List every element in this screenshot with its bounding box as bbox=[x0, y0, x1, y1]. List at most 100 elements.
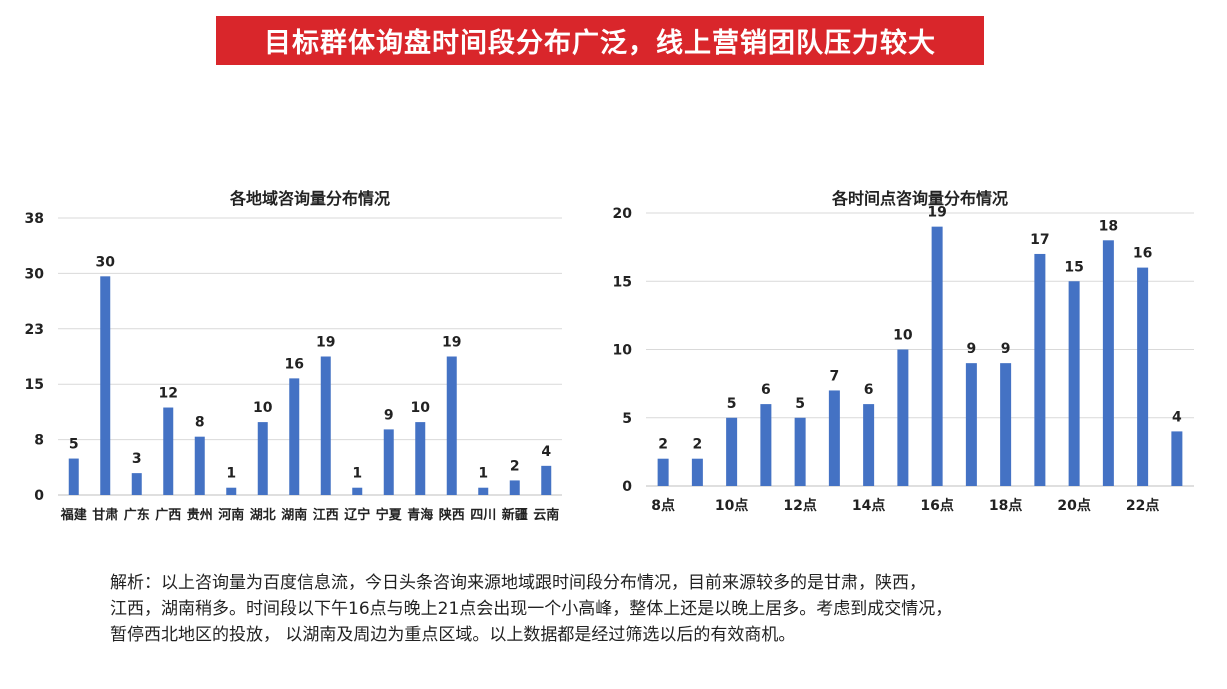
x-tick-label: 湖北 bbox=[250, 508, 276, 523]
x-tick-label: 甘肃 bbox=[92, 507, 118, 523]
x-tick-label: 广西 bbox=[155, 507, 181, 523]
x-tick-label: 14点 bbox=[852, 497, 885, 514]
data-label: 15 bbox=[1064, 259, 1083, 275]
x-tick-label: 湖南 bbox=[281, 507, 307, 523]
x-tick-label: 辽宁 bbox=[344, 507, 370, 523]
bar bbox=[352, 487, 363, 495]
data-label: 9 bbox=[384, 407, 394, 423]
bar bbox=[131, 473, 142, 495]
bar bbox=[226, 487, 237, 495]
analysis-line: 江西，湖南稍多。时间段以下午16点与晚上21点会出现一个小高峰，整体上还是以晚上… bbox=[110, 599, 953, 619]
data-label: 1 bbox=[226, 466, 236, 482]
x-tick-label: 广东 bbox=[124, 507, 150, 523]
analysis-line: 暂停西北地区的投放， 以湖南及周边为重点区域。以上数据都是经过筛选以后的有效商机… bbox=[110, 625, 796, 645]
bar bbox=[828, 390, 840, 486]
y-tick-label: 23 bbox=[25, 322, 44, 338]
x-tick-label: 福建 bbox=[60, 507, 87, 523]
x-tick-label: 青海 bbox=[407, 507, 433, 523]
bar bbox=[794, 417, 806, 486]
data-label: 4 bbox=[1172, 409, 1182, 425]
data-label: 30 bbox=[96, 254, 116, 270]
bar bbox=[1034, 253, 1046, 486]
data-label: 5 bbox=[795, 396, 805, 412]
data-label: 6 bbox=[761, 382, 771, 398]
x-tick-label: 河南 bbox=[218, 507, 244, 523]
x-tick-label: 18点 bbox=[989, 497, 1022, 514]
x-tick-label: 22点 bbox=[1126, 497, 1159, 514]
chart-title: 各地域咨询量分布情况 bbox=[229, 189, 390, 208]
bar bbox=[320, 356, 331, 495]
analysis-line: 解析：以上咨询量为百度信息流，今日头条咨询来源地域跟时间段分布情况，目前来源较多… bbox=[110, 573, 926, 593]
bar bbox=[446, 356, 457, 495]
y-tick-label: 8 bbox=[34, 433, 44, 449]
data-label: 2 bbox=[510, 458, 520, 474]
hour-chart: 各时间点咨询量分布情况 0 5 10 15 20 2 2 5 6 5 7 6 10 19 9 9 17 15 18 16… bbox=[600, 180, 1210, 530]
data-label: 8 bbox=[195, 415, 205, 431]
y-tick-label: 15 bbox=[613, 274, 632, 290]
y-tick-label: 20 bbox=[613, 206, 633, 222]
x-tick-label: 新疆 bbox=[502, 507, 528, 523]
x-tick-label: 10点 bbox=[715, 497, 748, 514]
x-tick-label: 宁夏 bbox=[376, 507, 403, 523]
bar bbox=[509, 480, 520, 495]
bar bbox=[897, 349, 909, 486]
bar bbox=[289, 378, 300, 495]
bar bbox=[415, 422, 426, 495]
x-tick-label: 贵州 bbox=[187, 507, 213, 523]
bar bbox=[163, 407, 174, 495]
y-tick-label: 38 bbox=[25, 211, 44, 227]
data-label: 5 bbox=[727, 396, 737, 412]
data-label: 16 bbox=[285, 356, 304, 372]
bar bbox=[863, 404, 875, 486]
y-tick-label: 30 bbox=[25, 266, 45, 282]
hour-chart-svg: 各时间点咨询量分布情况 0 5 10 15 20 2 2 5 6 5 7 6 10 19 9 9 17 15 18 16… bbox=[613, 189, 1194, 514]
data-label: 9 bbox=[967, 341, 977, 357]
bar bbox=[1000, 363, 1012, 486]
x-tick-label: 陕西 bbox=[439, 507, 465, 523]
chart-title: 各时间点咨询量分布情况 bbox=[831, 189, 1008, 208]
data-label: 17 bbox=[1030, 232, 1049, 248]
data-label: 1 bbox=[352, 466, 362, 482]
bar bbox=[478, 487, 489, 495]
bar bbox=[383, 429, 394, 495]
y-tick-label: 0 bbox=[34, 488, 44, 504]
bar bbox=[257, 422, 268, 495]
y-tick-label: 5 bbox=[622, 411, 632, 427]
bar bbox=[194, 436, 205, 495]
x-tick-label: 20点 bbox=[1057, 497, 1090, 514]
data-label: 10 bbox=[893, 328, 913, 344]
bar bbox=[541, 465, 552, 495]
data-label: 4 bbox=[541, 444, 551, 460]
bar bbox=[657, 458, 669, 486]
data-label: 19 bbox=[442, 335, 461, 351]
x-tick-label: 8点 bbox=[651, 497, 675, 514]
bar bbox=[691, 458, 703, 486]
bar bbox=[760, 404, 772, 486]
data-label: 19 bbox=[316, 335, 335, 351]
bar bbox=[1171, 431, 1183, 486]
y-tick-label: 10 bbox=[613, 343, 633, 359]
x-tick-label: 12点 bbox=[783, 497, 816, 514]
bar bbox=[1137, 267, 1149, 486]
y-tick-label: 15 bbox=[25, 377, 44, 393]
data-label: 6 bbox=[864, 382, 874, 398]
region-chart: 各地域咨询量分布情况 0 8 15 23 30 38 5 30 3 12 8 1 10 16 19 1 9 10 19… bbox=[20, 180, 580, 530]
analysis-text: 解析：以上咨询量为百度信息流，今日头条咨询来源地域跟时间段分布情况，目前来源较多… bbox=[110, 570, 1130, 648]
data-label: 18 bbox=[1099, 218, 1118, 234]
data-label: 3 bbox=[132, 451, 142, 467]
data-label: 1 bbox=[478, 466, 488, 482]
data-label: 5 bbox=[69, 437, 79, 453]
bar bbox=[68, 458, 79, 495]
data-label: 16 bbox=[1133, 246, 1152, 262]
page-title: 目标群体询盘时间段分布广泛，线上营销团队压力较大 bbox=[264, 28, 936, 59]
x-tick-label: 16点 bbox=[920, 497, 953, 514]
data-label: 2 bbox=[658, 437, 668, 453]
data-label: 19 bbox=[927, 205, 946, 221]
bar bbox=[726, 417, 738, 486]
data-label: 12 bbox=[159, 386, 178, 402]
data-label: 10 bbox=[253, 400, 273, 416]
x-tick-label: 云南 bbox=[533, 507, 559, 523]
bar bbox=[1102, 240, 1114, 486]
data-label: 7 bbox=[830, 368, 840, 384]
